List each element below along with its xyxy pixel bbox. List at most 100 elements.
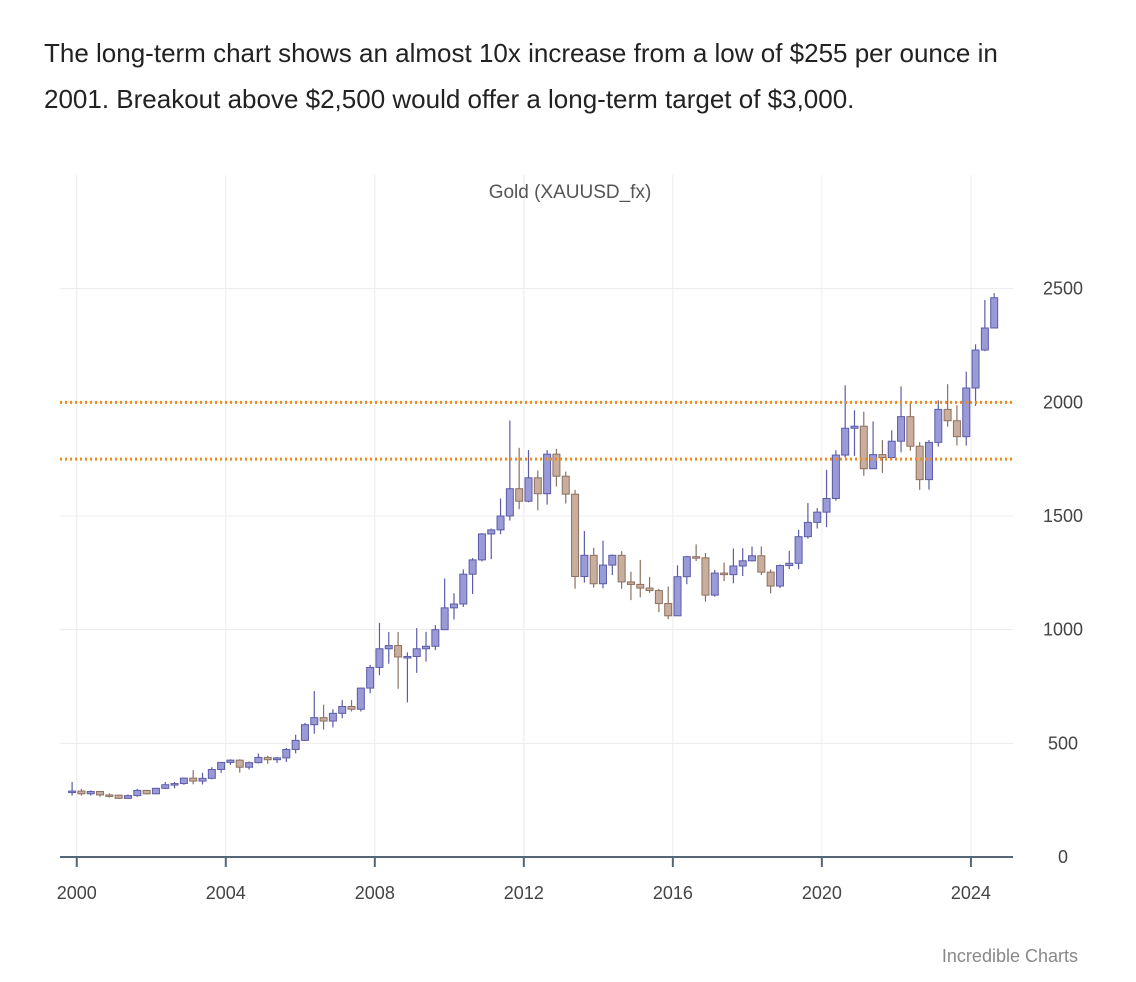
candle-body — [980, 327, 989, 351]
candle-body — [850, 425, 859, 429]
candle-body — [375, 648, 384, 668]
candle-body — [794, 536, 803, 564]
candle-body — [738, 560, 747, 567]
candle-body — [943, 408, 952, 422]
y-tick-label: 2500 — [1043, 279, 1083, 299]
candle-body — [394, 645, 403, 658]
candle-body — [151, 787, 160, 795]
candle-body — [254, 756, 263, 764]
candle-body — [571, 493, 580, 577]
candle-body — [543, 453, 552, 495]
y-tick-label: 0 — [1058, 847, 1068, 867]
candles — [68, 293, 999, 800]
candle-body — [533, 477, 542, 495]
candle-body — [673, 576, 682, 617]
candle-body — [626, 581, 635, 585]
candle-body — [524, 477, 533, 502]
candle-body — [682, 556, 691, 578]
candle-body — [105, 794, 114, 797]
candle-body — [887, 440, 896, 459]
candle-body — [161, 784, 170, 789]
candle-body — [487, 529, 496, 535]
candle-body — [366, 666, 375, 689]
y-tick-label: 2000 — [1043, 392, 1083, 412]
candle-body — [561, 475, 570, 495]
candle-body — [142, 789, 151, 795]
candle-body — [710, 572, 719, 596]
candle-body — [123, 795, 132, 799]
candle-body — [440, 607, 449, 631]
x-tick-label: 2016 — [653, 883, 693, 903]
candle-body — [822, 497, 831, 513]
candle-body — [692, 556, 701, 559]
candle-body — [664, 603, 673, 617]
candle-body — [422, 645, 431, 650]
candle-body — [599, 564, 608, 585]
candle-body — [636, 583, 645, 589]
candle-body — [924, 441, 933, 481]
candle-body — [608, 554, 617, 566]
candle-body — [496, 515, 505, 531]
candle-body — [589, 554, 598, 585]
candle-body — [803, 521, 812, 538]
x-tick-label: 2004 — [206, 883, 246, 903]
candle-body — [934, 408, 943, 443]
intro-line: 2001. Breakout above $2,500 would offer … — [44, 84, 854, 114]
candle-body — [273, 757, 282, 761]
candle-body — [505, 488, 514, 517]
grid — [60, 175, 1013, 858]
candle-body — [515, 488, 524, 502]
candle-body — [785, 562, 794, 567]
candle-body — [952, 420, 961, 438]
candle-body — [459, 573, 468, 605]
candle-body — [971, 349, 980, 389]
candle-body — [477, 533, 486, 561]
x-tick-label: 2024 — [951, 883, 991, 903]
candle-body — [245, 762, 254, 768]
candle-body — [291, 739, 300, 750]
y-tick-label: 500 — [1048, 733, 1078, 753]
candle-body — [841, 427, 850, 456]
candle-body — [552, 453, 561, 477]
candle-body — [310, 717, 319, 726]
candle-body — [869, 454, 878, 470]
candle-body — [189, 777, 198, 782]
candle-body — [449, 603, 458, 609]
candle-body — [906, 416, 915, 447]
y-tick-label: 1000 — [1043, 620, 1083, 640]
x-tick-label: 2020 — [802, 883, 842, 903]
chart-title: Gold (XAUUSD_fx) — [489, 182, 652, 203]
candle-body — [300, 724, 309, 741]
candle-body — [645, 587, 654, 592]
candle-body — [431, 629, 440, 647]
candle-body — [235, 759, 244, 768]
candle-body — [179, 777, 188, 785]
candle-body — [170, 783, 179, 786]
candle-body — [347, 706, 356, 710]
candle-body — [617, 554, 626, 583]
candle-body — [962, 387, 971, 438]
candle-body — [748, 555, 757, 562]
candle-body — [403, 655, 412, 659]
candle-body — [263, 756, 272, 761]
candle-body — [412, 648, 421, 657]
candle-body — [384, 645, 393, 650]
candle-body — [831, 454, 840, 499]
candle-body — [198, 777, 207, 782]
candle-body — [226, 759, 235, 763]
candle-body — [580, 554, 589, 577]
candle-body — [77, 790, 86, 795]
candle-body — [319, 717, 328, 722]
source: Incredible Charts — [942, 946, 1078, 966]
candle-body — [114, 794, 123, 799]
candle-body — [775, 565, 784, 587]
candle-body — [207, 768, 216, 779]
candle-body — [338, 706, 347, 714]
intro-line: The long-term chart shows an almost 10x … — [44, 38, 998, 68]
candle-body — [915, 445, 924, 481]
x-tick-label: 2012 — [504, 883, 544, 903]
candle-body — [897, 416, 906, 442]
x-tick-label: 2000 — [57, 883, 97, 903]
candle-body — [720, 572, 729, 576]
